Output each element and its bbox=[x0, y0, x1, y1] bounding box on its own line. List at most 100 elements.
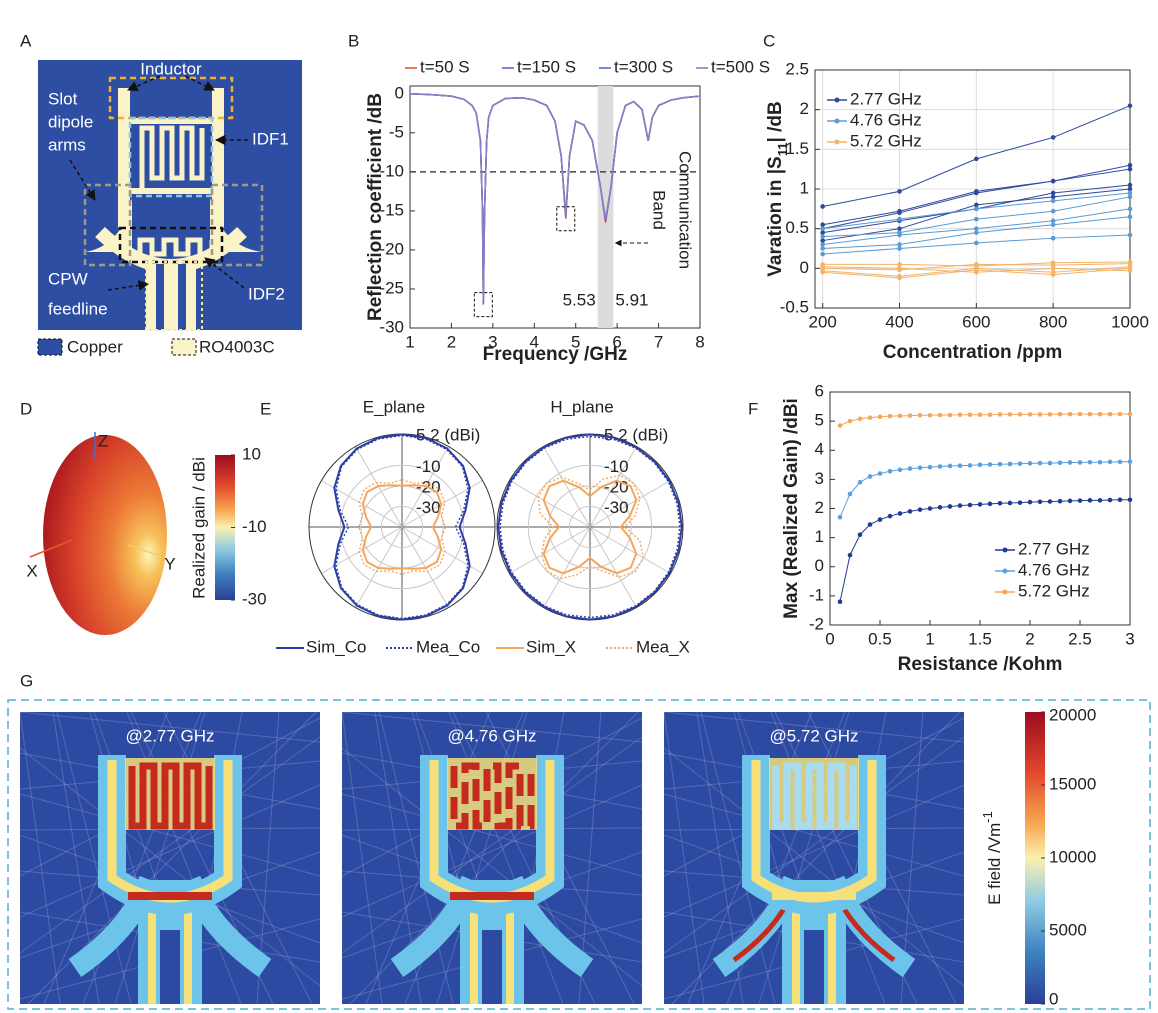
mesh-line bbox=[663, 747, 965, 987]
mesh-line bbox=[663, 793, 965, 877]
mesh-line bbox=[663, 736, 965, 954]
map-title: @4.76 GHz bbox=[447, 726, 536, 745]
mesh-line bbox=[56, 711, 132, 1005]
arm-box bbox=[83, 183, 132, 267]
feedline bbox=[146, 262, 196, 330]
data-point bbox=[1050, 208, 1056, 214]
data-point bbox=[1117, 411, 1123, 417]
r-tick-label: 5.2 (dBi) bbox=[604, 425, 668, 444]
band-label: Band bbox=[650, 190, 669, 230]
x-tick-label: 8 bbox=[695, 332, 704, 351]
data-point bbox=[977, 502, 983, 507]
data-point bbox=[927, 413, 933, 418]
legend-marker bbox=[1002, 568, 1008, 574]
y-tick-label: -20 bbox=[379, 239, 404, 258]
panel-label: C bbox=[763, 31, 775, 50]
data-point bbox=[877, 414, 883, 420]
data-point bbox=[917, 413, 923, 418]
data-point bbox=[974, 262, 979, 267]
data-point bbox=[1077, 411, 1083, 417]
legend-label: RO4003C bbox=[199, 337, 275, 356]
y-tick-label: 6 bbox=[815, 381, 824, 400]
axis-y bbox=[127, 544, 161, 557]
data-point bbox=[837, 514, 843, 520]
data-point bbox=[1047, 412, 1053, 417]
polar-spoke bbox=[589, 526, 671, 574]
data-point bbox=[907, 509, 913, 514]
colorbar bbox=[215, 455, 235, 600]
data-point bbox=[1127, 186, 1133, 192]
data-point bbox=[1037, 412, 1043, 417]
data-point bbox=[977, 412, 983, 418]
highlight-box bbox=[473, 292, 493, 318]
data-point bbox=[1050, 190, 1056, 196]
colorbar-label-part: E field /Vm bbox=[985, 823, 1004, 905]
colorbar-tick-label: 20000 bbox=[1049, 705, 1096, 724]
mesh-line bbox=[19, 793, 321, 877]
x-tick-label: 5 bbox=[571, 332, 580, 351]
r-tick-label: -30 bbox=[604, 498, 629, 517]
data-point bbox=[820, 234, 825, 239]
legend-label: 2.77 GHz bbox=[850, 89, 922, 108]
data-point bbox=[937, 412, 943, 418]
data-point bbox=[1047, 499, 1053, 504]
data-point bbox=[1057, 498, 1063, 504]
y-tick-label: -2 bbox=[809, 614, 824, 633]
idf1-bar bbox=[130, 118, 212, 124]
data-point bbox=[820, 251, 825, 257]
data-point bbox=[1050, 135, 1056, 140]
data-point bbox=[820, 222, 825, 227]
colorbar-tick-label: 10000 bbox=[1049, 847, 1096, 866]
data-point bbox=[1077, 498, 1083, 503]
colorbar-tick-label: 0 bbox=[1049, 989, 1058, 1008]
inductor-bar bbox=[118, 88, 130, 228]
colorbar-tick-label: 5000 bbox=[1049, 920, 1087, 939]
y-tick-label: -0.5 bbox=[780, 297, 809, 316]
y-axis-label-part: Varation in |S bbox=[765, 156, 786, 276]
y-tick-label: -1 bbox=[809, 585, 824, 604]
diagram-label: IDF2 bbox=[248, 284, 285, 303]
feed-field-hot bbox=[184, 900, 192, 1004]
data-point bbox=[867, 522, 873, 527]
y-tick-label: 5 bbox=[815, 411, 824, 430]
data-point bbox=[897, 242, 902, 247]
data-point bbox=[1027, 499, 1033, 505]
data-point bbox=[957, 412, 963, 418]
legend-marker bbox=[834, 97, 840, 103]
legend-label: 4.76 GHz bbox=[850, 110, 922, 129]
data-point bbox=[857, 416, 863, 422]
data-point bbox=[887, 413, 893, 419]
legend-label: Sim_Co bbox=[306, 637, 366, 656]
polar-spoke bbox=[589, 526, 637, 608]
data-point bbox=[1127, 497, 1133, 503]
legend-marker bbox=[1002, 589, 1008, 595]
data-point bbox=[987, 412, 993, 418]
mesh-line bbox=[663, 711, 965, 743]
plot-frame bbox=[829, 391, 1131, 626]
meander-field-hot bbox=[128, 762, 213, 830]
data-point bbox=[967, 463, 973, 468]
y-axis-label: Varation in |S11| /dB bbox=[765, 101, 790, 276]
plot-frame bbox=[409, 85, 701, 329]
polar-pattern bbox=[497, 433, 683, 621]
data-point bbox=[897, 511, 903, 516]
data-point bbox=[927, 464, 933, 470]
legend-label: Mea_X bbox=[636, 637, 690, 656]
x-tick-label: 3 bbox=[488, 332, 497, 351]
legend-marker bbox=[834, 118, 840, 124]
polar-ring bbox=[339, 464, 465, 590]
x-tick-label: 600 bbox=[962, 312, 990, 331]
feed-slot bbox=[156, 264, 164, 330]
polar-title: H_plane bbox=[550, 397, 613, 416]
y-tick-label: 2 bbox=[815, 498, 824, 517]
polar-pattern bbox=[537, 474, 645, 580]
polar-pattern bbox=[542, 479, 638, 575]
data-point bbox=[1067, 411, 1073, 417]
feed-field-hot bbox=[148, 900, 156, 1004]
legend-swatch bbox=[171, 338, 197, 356]
data-point bbox=[897, 275, 902, 281]
mesh-line bbox=[378, 711, 454, 1005]
data-point bbox=[897, 216, 902, 222]
